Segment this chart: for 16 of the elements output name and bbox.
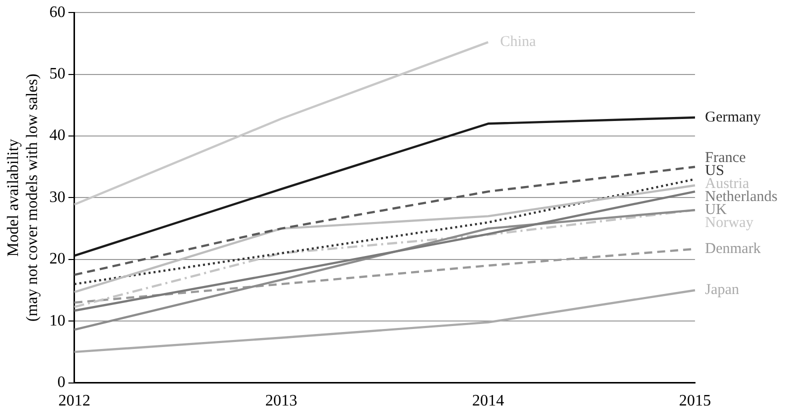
x-tick-label: 2013: [265, 392, 298, 410]
y-tick-label: 0: [57, 374, 66, 392]
y-tick-label: 40: [49, 127, 66, 144]
x-tick-label: 2012: [58, 392, 90, 410]
series-label: Japan: [705, 282, 740, 298]
x-tick-label: 2015: [679, 392, 711, 410]
line-series: [73, 166, 696, 276]
x-tick-label: 2014: [472, 392, 504, 410]
y-tick-label: 50: [49, 66, 66, 83]
y-tick-label: 20: [49, 250, 66, 268]
y-tick-label: 10: [49, 312, 66, 330]
series-label: Germany: [705, 109, 762, 126]
y-tick-label: 30: [49, 188, 66, 206]
series-label: Denmark: [705, 240, 762, 257]
y-tick-label: 60: [49, 4, 66, 21]
y-axis-title: Model availability (may not cover models with low sales): [4, 74, 42, 322]
